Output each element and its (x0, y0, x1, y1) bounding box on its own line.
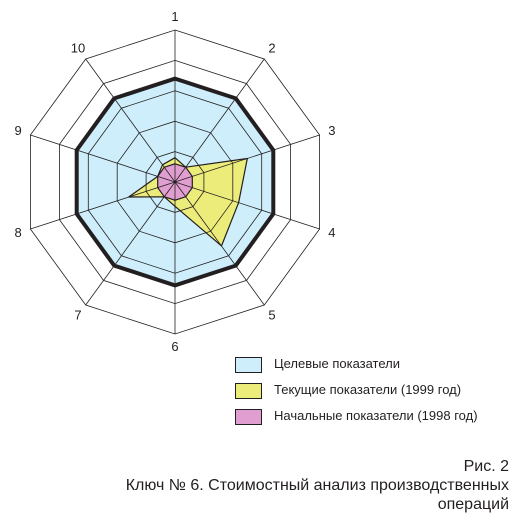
spoke-5 (174, 181, 265, 306)
figure-title-line-2: операций (437, 496, 509, 513)
ring-3 (87, 90, 263, 274)
figure-caption: Рис. 2 Ключ № 6. Стоимостный анализ прои… (126, 457, 509, 514)
radar-chart: 1 2 3 4 5 6 7 8 9 10 (14, 9, 335, 354)
ring-1 (145, 151, 205, 213)
axis-label-8: 8 (14, 225, 21, 240)
series-outlines (74, 76, 276, 288)
spoke-7 (85, 181, 176, 306)
legend-label-current: Текущие показатели (1999 год) (274, 382, 462, 397)
axis-label-5: 5 (268, 308, 275, 323)
axis-label-1: 1 (171, 9, 178, 24)
spoke-8 (30, 181, 176, 230)
series-current-outline (128, 157, 248, 247)
legend-label-initial: Начальные показатели (1998 год) (274, 408, 478, 423)
ring-4 (59, 59, 292, 305)
figure-number: Рис. 2 (463, 458, 509, 475)
legend-swatch-target (235, 357, 262, 373)
legend-swatch-current (235, 383, 262, 399)
figure-title-line-1: Ключ № 6. Стоимостный анализ производств… (125, 477, 509, 494)
legend-swatch-initial (235, 409, 262, 425)
axis-label-3: 3 (328, 123, 335, 138)
ring-2 (116, 120, 234, 244)
axis-label-group: 1 2 3 4 5 6 7 8 9 10 (14, 9, 335, 354)
spoke-10 (85, 58, 176, 183)
axis-label-10: 10 (71, 41, 85, 56)
spoke-2 (174, 58, 265, 183)
spoke-4 (174, 181, 320, 230)
series-target-outline (74, 76, 276, 288)
series-initial-outline (157, 163, 193, 201)
axis-label-7: 7 (74, 308, 81, 323)
spoke-9 (30, 134, 176, 183)
axis-label-6: 6 (171, 339, 178, 354)
axis-label-4: 4 (328, 225, 335, 240)
axis-label-2: 2 (268, 41, 275, 56)
axis-label-9: 9 (14, 123, 21, 138)
ring-5 (29, 29, 321, 335)
radar-grid-lines (29, 29, 321, 335)
legend-label-target: Целевые показатели (274, 356, 401, 371)
